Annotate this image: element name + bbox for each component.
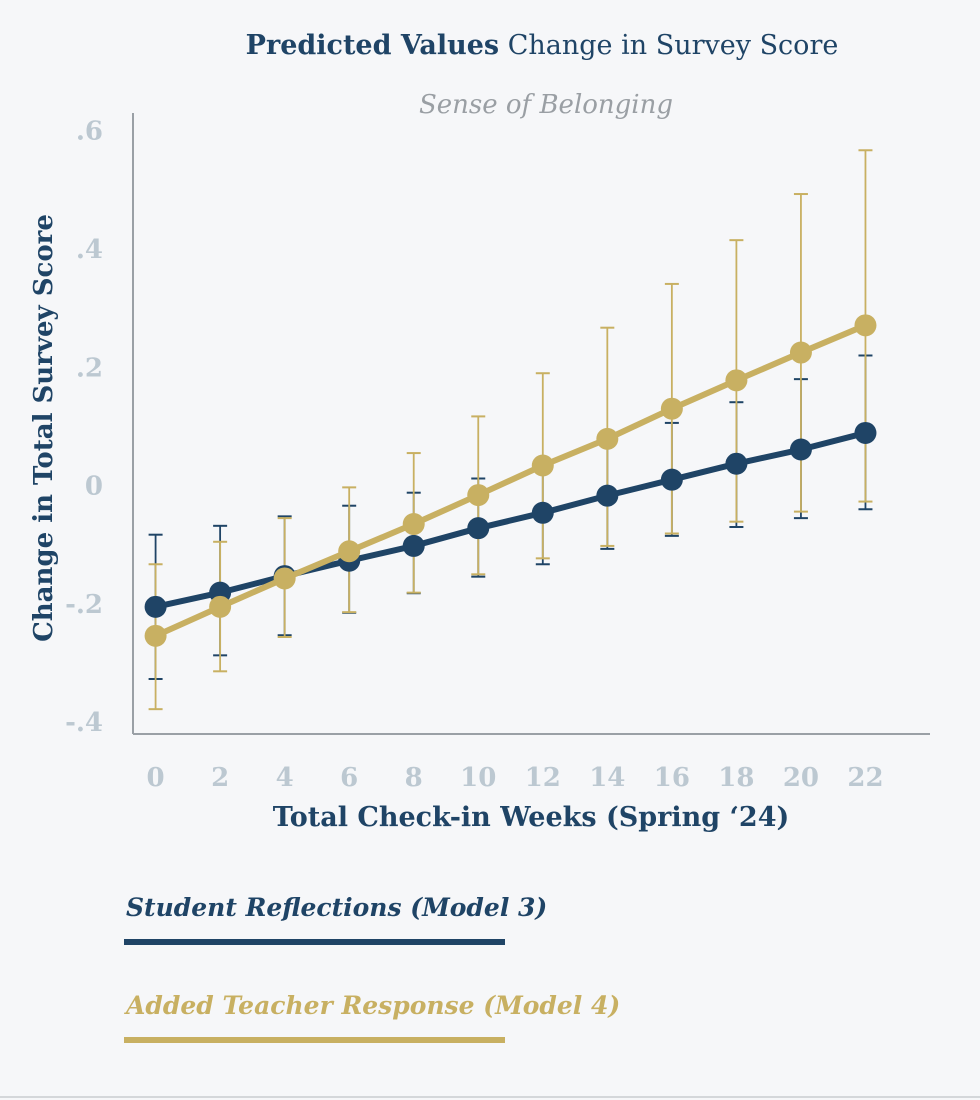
x-tick-label: 22	[847, 763, 883, 793]
y-tick-label: -.4	[65, 708, 103, 738]
x-tick-label: 0	[147, 763, 165, 793]
data-point-student-reflections	[144, 595, 167, 618]
x-tick-label: 18	[718, 763, 754, 793]
y-tick-label: -.2	[65, 590, 103, 620]
y-tick-label: .4	[76, 235, 103, 265]
x-tick-label: 4	[276, 763, 294, 793]
chart-plot: -.4 -.2 0 .2 .4 .6 0 2 4 6 8 10 12 14 16 18 20 22	[65, 113, 930, 793]
chart-title-bold: Predicted Values	[245, 30, 500, 61]
x-tick-label: 14	[589, 763, 625, 793]
data-point-added-teacher-response	[725, 369, 748, 392]
data-point-added-teacher-response	[596, 427, 619, 450]
data-point-student-reflections	[789, 438, 812, 461]
x-axis-label: Total Check-in Weeks (Spring ‘24)	[272, 802, 790, 833]
x-tick-label: 16	[654, 763, 690, 793]
data-point-added-teacher-response	[854, 314, 877, 337]
data-point-added-teacher-response	[338, 540, 361, 563]
x-tick-label: 20	[783, 763, 819, 793]
y-tick-label: .2	[76, 353, 103, 383]
data-point-added-teacher-response	[789, 341, 812, 364]
data-point-student-reflections	[854, 421, 877, 444]
data-point-added-teacher-response	[531, 454, 554, 477]
data-point-student-reflections	[467, 517, 490, 540]
data-point-added-teacher-response	[467, 484, 490, 507]
series-line-student-reflections	[154, 430, 867, 610]
x-tick-label: 8	[405, 763, 423, 793]
series-line-added-teacher-response	[154, 322, 867, 639]
y-tick-label: .6	[76, 117, 103, 147]
legend-swatch-line	[124, 939, 505, 945]
data-point-added-teacher-response	[402, 513, 425, 536]
x-tick-label: 12	[525, 763, 561, 793]
legend-swatch-line	[124, 1037, 505, 1043]
y-tick-label: 0	[85, 472, 103, 502]
legend-item-student-reflections: Student Reflections (Model 3)	[124, 893, 548, 945]
chart-subtitle: Sense of Belonging	[418, 90, 674, 120]
data-point-student-reflections	[596, 484, 619, 507]
legend-label: Added Teacher Response (Model 4)	[126, 991, 621, 1020]
data-point-added-teacher-response	[144, 624, 167, 647]
x-tick-label: 10	[460, 763, 496, 793]
data-point-added-teacher-response	[660, 397, 683, 420]
x-tick-label: 6	[340, 763, 358, 793]
chart-title: Predicted Values Change in Survey Score	[0, 30, 980, 61]
chart-title-rest: Change in Survey Score	[507, 30, 839, 61]
bottom-divider	[0, 1096, 980, 1098]
legend-item-added-teacher-response: Added Teacher Response (Model 4)	[124, 991, 621, 1043]
y-axis-label: Change in Total Survey Score	[29, 214, 59, 642]
data-point-student-reflections	[660, 468, 683, 491]
data-point-student-reflections	[402, 534, 425, 557]
data-point-student-reflections	[531, 501, 554, 524]
legend-label: Student Reflections (Model 3)	[126, 893, 548, 922]
data-point-added-teacher-response	[273, 567, 296, 590]
x-tick-label: 2	[211, 763, 229, 793]
data-point-added-teacher-response	[209, 595, 232, 618]
data-point-student-reflections	[725, 452, 748, 475]
